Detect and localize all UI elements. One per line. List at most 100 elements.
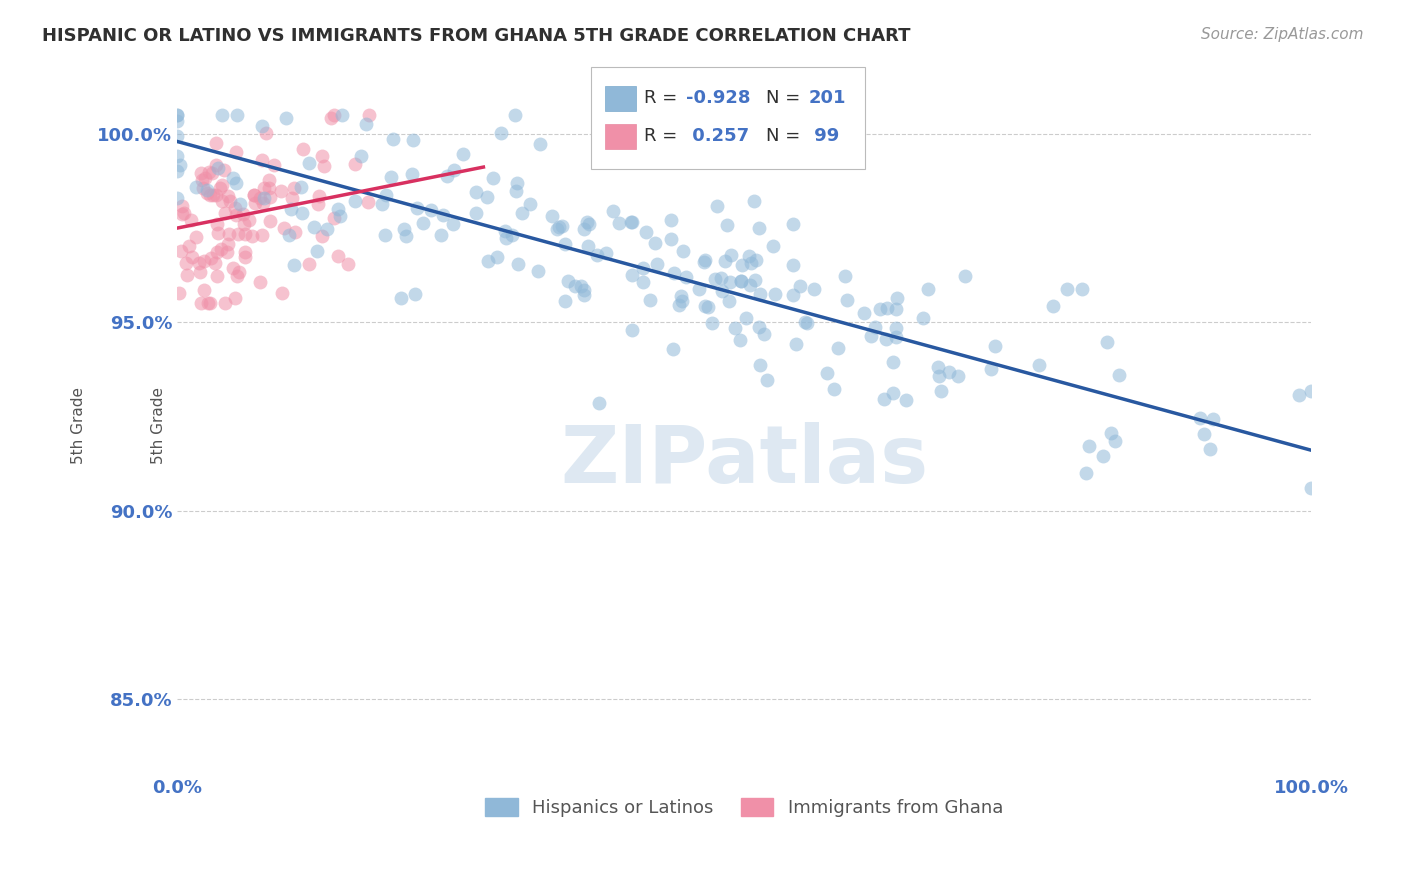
Point: [738, 249, 761, 263]
Point: [374, 228, 396, 243]
Point: [575, 215, 598, 229]
Point: [554, 237, 576, 252]
Point: [211, 178, 233, 192]
Point: [1042, 299, 1064, 313]
Point: [194, 171, 217, 186]
Point: [217, 189, 239, 203]
Point: [620, 214, 643, 228]
Point: [621, 323, 644, 337]
Point: [205, 245, 228, 260]
Point: [232, 207, 254, 221]
Point: [749, 287, 772, 301]
Point: [441, 217, 464, 231]
Point: [884, 301, 907, 316]
Point: [328, 249, 350, 263]
Point: [510, 206, 533, 220]
Point: [742, 194, 765, 209]
Point: [730, 274, 752, 288]
Point: [200, 252, 222, 266]
Point: [305, 244, 328, 259]
Point: [576, 239, 599, 253]
Point: [214, 205, 236, 219]
Point: [217, 236, 239, 251]
Point: [316, 221, 339, 235]
Point: [374, 187, 396, 202]
Point: [207, 161, 229, 175]
Point: [188, 265, 211, 279]
Point: [243, 188, 266, 202]
Point: [380, 170, 402, 185]
Point: [547, 219, 569, 234]
Point: [291, 142, 314, 156]
Point: [312, 159, 335, 173]
Point: [218, 227, 240, 241]
Point: [273, 221, 295, 235]
Point: [884, 329, 907, 343]
Point: [912, 311, 935, 326]
Point: [252, 153, 274, 167]
Point: [359, 108, 381, 122]
Point: [253, 191, 276, 205]
Point: [336, 256, 359, 270]
Point: [166, 108, 188, 122]
Point: [853, 306, 876, 320]
Point: [371, 197, 394, 211]
Point: [1078, 439, 1101, 453]
Point: [1099, 425, 1122, 440]
Point: [254, 126, 277, 140]
Point: [233, 217, 256, 231]
Point: [166, 191, 188, 205]
Point: [1301, 384, 1323, 399]
Point: [222, 171, 245, 186]
Point: [170, 199, 193, 213]
Point: [179, 239, 201, 253]
Point: [283, 258, 305, 272]
Point: [233, 250, 256, 264]
Point: [291, 206, 314, 220]
Point: [506, 257, 529, 271]
Point: [748, 320, 770, 334]
Point: [224, 201, 246, 215]
Point: [697, 300, 720, 314]
Point: [197, 296, 219, 310]
Point: [917, 282, 939, 296]
Point: [644, 236, 666, 251]
Point: [284, 226, 307, 240]
Point: [329, 210, 352, 224]
Point: [865, 320, 887, 334]
Point: [343, 157, 366, 171]
Point: [1104, 434, 1126, 449]
Point: [823, 382, 845, 396]
Point: [193, 283, 215, 297]
Point: [198, 296, 221, 310]
Point: [166, 149, 188, 163]
Point: [201, 166, 224, 180]
Point: [793, 315, 815, 329]
Point: [929, 384, 952, 399]
Text: N =: N =: [766, 128, 806, 145]
Point: [270, 184, 292, 198]
Point: [205, 158, 228, 172]
Point: [242, 188, 264, 202]
Point: [222, 260, 245, 275]
Point: [212, 163, 235, 178]
Point: [259, 214, 281, 228]
Point: [671, 294, 693, 309]
Point: [754, 326, 776, 341]
Point: [392, 222, 415, 236]
Point: [700, 316, 723, 330]
Text: R =: R =: [644, 89, 683, 107]
Point: [465, 206, 488, 220]
Point: [1188, 410, 1211, 425]
Point: [659, 232, 682, 246]
Point: [489, 126, 512, 140]
Point: [724, 321, 747, 335]
Point: [311, 229, 333, 244]
Point: [250, 227, 273, 242]
Point: [763, 287, 786, 301]
Point: [263, 158, 285, 172]
Point: [796, 316, 818, 330]
Point: [443, 163, 465, 178]
Point: [170, 207, 193, 221]
Point: [252, 195, 274, 210]
